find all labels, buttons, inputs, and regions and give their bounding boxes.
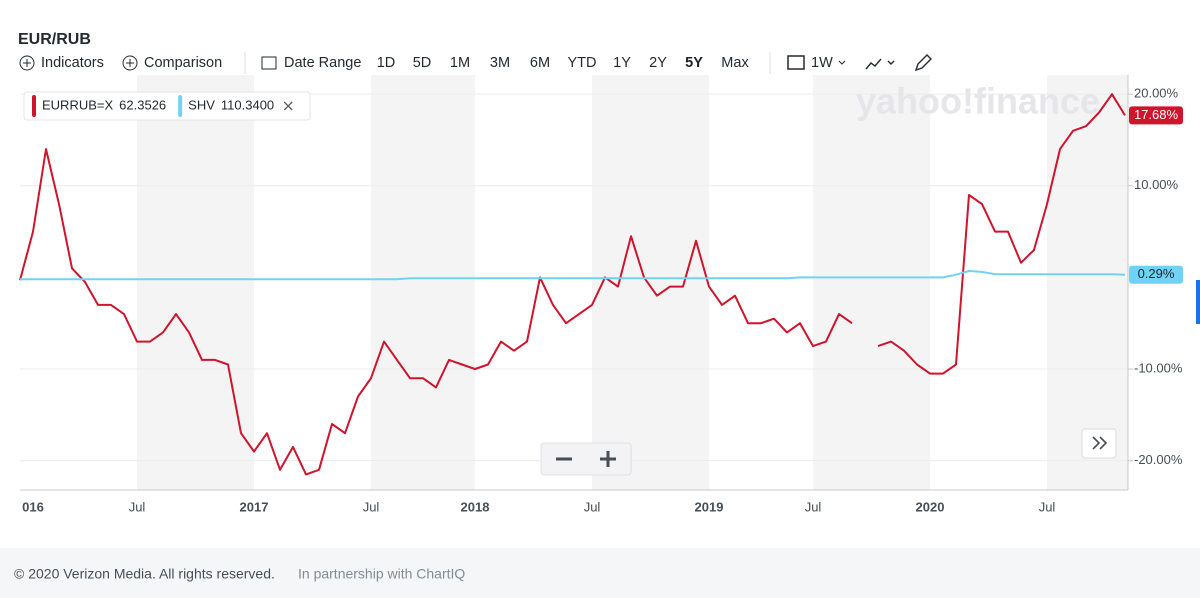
range-button[interactable]: YTD bbox=[568, 55, 597, 71]
x-tick-label: 016 bbox=[22, 499, 44, 514]
x-tick-label: Jul bbox=[129, 499, 146, 514]
comparison-button[interactable]: Comparison bbox=[144, 55, 222, 71]
zoom-icons[interactable] bbox=[556, 451, 616, 467]
watermark: yahoo!finance bbox=[856, 81, 1100, 122]
last-value-label: 0.29% bbox=[1138, 266, 1175, 281]
series-line bbox=[20, 270, 1126, 281]
range-button[interactable]: 5D bbox=[413, 55, 432, 71]
legend-value: 62.3526 bbox=[119, 97, 166, 112]
range-button[interactable]: 2Y bbox=[649, 55, 667, 71]
period-band bbox=[1047, 75, 1128, 490]
plot: -20.00% -10.00% 10.00% 20.00% 016 Jul 2017 Jul 2… bbox=[19, 75, 1183, 514]
icon[interactable] bbox=[914, 54, 932, 72]
range-button[interactable]: 6M bbox=[530, 55, 550, 71]
legend-name: EURRUB=X bbox=[42, 97, 113, 112]
legend bbox=[23, 91, 311, 121]
remove-icon[interactable] bbox=[283, 101, 293, 111]
period-band bbox=[371, 75, 475, 490]
x-tick-label: 2017 bbox=[240, 499, 269, 514]
icon bbox=[261, 56, 277, 70]
x-tick-label: Jul bbox=[584, 499, 601, 514]
y-tick-label: -10.00% bbox=[1134, 360, 1183, 375]
range-button[interactable]: 1Y bbox=[613, 55, 631, 71]
last-value-badge bbox=[1129, 106, 1183, 125]
last-value-label: 17.68% bbox=[1134, 107, 1179, 122]
range-button[interactable]: 1D bbox=[377, 55, 396, 71]
icon bbox=[787, 55, 805, 70]
y-tick-label: 20.00% bbox=[1134, 86, 1179, 101]
icon bbox=[865, 58, 895, 70]
x-tick-label: 2020 bbox=[916, 499, 945, 514]
copyright: © 2020 Verizon Media. All rights reserve… bbox=[14, 566, 275, 582]
legend-swatch bbox=[32, 95, 36, 117]
x-tick-label: 2019 bbox=[695, 499, 724, 514]
range-button[interactable]: 5Y bbox=[685, 55, 703, 71]
icon bbox=[838, 60, 846, 65]
legend-items: EURRUB=X 62.3526 SHV 110.3400 bbox=[32, 95, 293, 117]
range-button[interactable]: 3M bbox=[490, 55, 510, 71]
range-button[interactable]: 1M bbox=[450, 55, 470, 71]
range-group: 1D 5D 1M 3M 6M YTD 1Y 2Y 5Y Max bbox=[377, 55, 749, 78]
legend-value: 110.3400 bbox=[221, 97, 274, 112]
symbol-title: EUR/RUB bbox=[18, 31, 91, 48]
icon bbox=[1092, 436, 1108, 450]
period-band bbox=[592, 75, 709, 490]
partner: In partnership with ChartIQ bbox=[298, 566, 465, 582]
period-band bbox=[813, 75, 930, 490]
series-line bbox=[19, 93, 1126, 476]
y-tick-label: 10.00% bbox=[1134, 177, 1179, 192]
x-tick-label: 2018 bbox=[461, 499, 490, 514]
zoom-control bbox=[540, 442, 632, 476]
icon bbox=[126, 59, 134, 67]
last-value-badge bbox=[1129, 265, 1183, 284]
indicators-button[interactable]: Indicators bbox=[41, 55, 104, 71]
icon bbox=[23, 59, 31, 67]
x-tick-label: Jul bbox=[363, 499, 380, 514]
icon bbox=[122, 55, 138, 71]
edge-handle bbox=[1196, 280, 1200, 324]
period-band bbox=[137, 75, 254, 490]
interval-button[interactable]: 1W bbox=[811, 55, 833, 71]
range-button[interactable]: Max bbox=[721, 55, 749, 71]
footer bbox=[0, 548, 1200, 598]
legend-name: SHV bbox=[188, 97, 215, 112]
x-tick-label: Jul bbox=[1039, 499, 1056, 514]
date-range-button[interactable]: Date Range bbox=[284, 55, 361, 71]
icon bbox=[19, 55, 35, 71]
y-tick-label: -20.00% bbox=[1134, 452, 1183, 467]
legend-swatch bbox=[178, 95, 183, 117]
x-tick-label: Jul bbox=[805, 499, 822, 514]
